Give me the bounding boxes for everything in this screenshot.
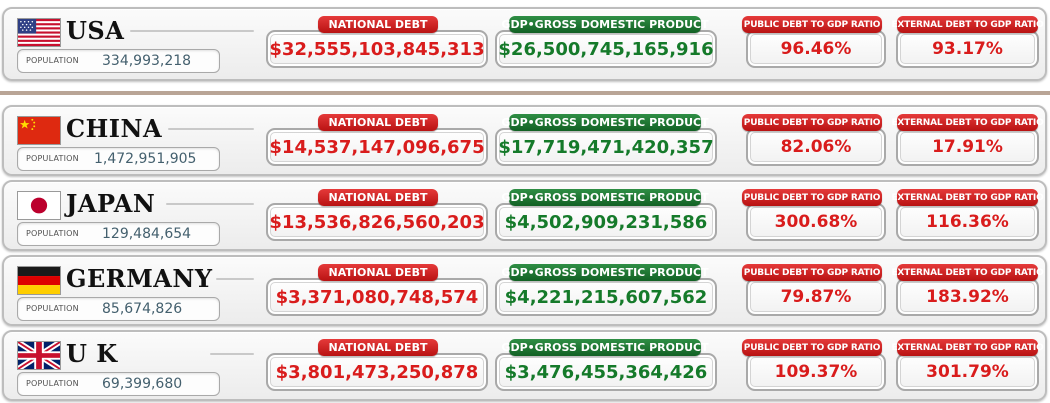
national-debt-tag: NATIONAL DEBT [318, 16, 438, 33]
public-ratio-tag: PUBLIC DEBT TO GDP RATIO [742, 16, 882, 33]
external-ratio-value: 93.17% [896, 30, 1039, 68]
country-row-japan: JAPAN POPULATION 129,484,654 NATIONAL DE… [2, 180, 1047, 251]
population-value: 85,674,826 [102, 301, 183, 317]
gdp-value: $4,221,215,607,562 [495, 278, 717, 316]
country-row-usa: USA POPULATION 334,993,218 NATIONAL DEBT… [2, 7, 1047, 81]
gdp-value: $4,502,909,231,586 [495, 203, 717, 241]
population-value: 334,993,218 [102, 53, 192, 69]
public-ratio-value: 109.37% [746, 353, 886, 391]
national-debt-value: $13,536,826,560,203 [266, 203, 488, 241]
external-ratio-value: 17.91% [896, 128, 1039, 166]
title-line [168, 128, 254, 130]
population-label: POPULATION [26, 154, 79, 163]
public-ratio-tag: PUBLIC DEBT TO GDP RATIO [742, 264, 882, 281]
country-name: JAPAN [66, 189, 156, 218]
public-ratio-tag: PUBLIC DEBT TO GDP RATIO [742, 114, 882, 131]
population-box: POPULATION 1,472,951,905 [17, 147, 220, 171]
national-debt-tag: NATIONAL DEBT [318, 189, 438, 206]
country-row-china: CHINA POPULATION 1,472,951,905 NATIONAL … [2, 105, 1047, 176]
public-ratio-value: 96.46% [746, 30, 886, 68]
gdp-value: $17,719,471,420,357 [495, 128, 717, 166]
national-debt-value: $32,555,103,845,313 [266, 30, 488, 68]
usa-flag-icon [17, 18, 61, 47]
country-name: CHINA [66, 114, 163, 143]
external-ratio-tag: EXTERNAL DEBT TO GDP RATIO [891, 189, 1044, 206]
japan-flag-icon [17, 191, 61, 220]
population-box: POPULATION 69,399,680 [17, 372, 220, 396]
country-row-germany: GERMANY POPULATION 85,674,826 NATIONAL D… [2, 255, 1047, 326]
gdp-tag: GDP•GROSS DOMESTIC PRODUCT [501, 16, 709, 33]
population-box: POPULATION 334,993,218 [17, 49, 220, 73]
title-line [216, 278, 254, 280]
gdp-tag: GDP•GROSS DOMESTIC PRODUCT [501, 189, 709, 206]
country-name: U K [66, 339, 118, 368]
external-ratio-tag: EXTERNAL DEBT TO GDP RATIO [891, 264, 1044, 281]
title-line [166, 203, 254, 205]
public-ratio-tag: PUBLIC DEBT TO GDP RATIO [742, 339, 882, 356]
population-value: 1,472,951,905 [94, 151, 197, 167]
gdp-value: $26,500,745,165,916 [495, 30, 717, 68]
national-debt-tag: NATIONAL DEBT [318, 264, 438, 281]
title-line [210, 353, 254, 355]
germany-flag-icon [17, 266, 61, 295]
population-box: POPULATION 129,484,654 [17, 222, 220, 246]
external-ratio-tag: EXTERNAL DEBT TO GDP RATIO [891, 16, 1044, 33]
national-debt-value: $14,537,147,096,675 [266, 128, 488, 166]
gdp-value: $3,476,455,364,426 [495, 353, 717, 391]
population-value: 129,484,654 [102, 226, 192, 242]
population-label: POPULATION [26, 379, 79, 388]
country-name: USA [66, 16, 125, 45]
external-ratio-value: 183.92% [896, 278, 1039, 316]
section-divider [0, 91, 1050, 95]
population-label: POPULATION [26, 56, 79, 65]
national-debt-tag: NATIONAL DEBT [318, 339, 438, 356]
population-value: 69,399,680 [102, 376, 183, 392]
population-label: POPULATION [26, 304, 79, 313]
external-ratio-tag: EXTERNAL DEBT TO GDP RATIO [891, 339, 1044, 356]
public-ratio-tag: PUBLIC DEBT TO GDP RATIO [742, 189, 882, 206]
population-box: POPULATION 85,674,826 [17, 297, 220, 321]
gdp-tag: GDP•GROSS DOMESTIC PRODUCT [501, 114, 709, 131]
external-ratio-value: 116.36% [896, 203, 1039, 241]
national-debt-tag: NATIONAL DEBT [318, 114, 438, 131]
external-ratio-value: 301.79% [896, 353, 1039, 391]
population-label: POPULATION [26, 229, 79, 238]
public-ratio-value: 79.87% [746, 278, 886, 316]
country-row-uk: U K POPULATION 69,399,680 NATIONAL DEBT … [2, 330, 1047, 401]
public-ratio-value: 300.68% [746, 203, 886, 241]
external-ratio-tag: EXTERNAL DEBT TO GDP RATIO [891, 114, 1044, 131]
gdp-tag: GDP•GROSS DOMESTIC PRODUCT [501, 339, 709, 356]
national-debt-value: $3,371,080,748,574 [266, 278, 488, 316]
china-flag-icon [17, 116, 61, 145]
country-name: GERMANY [66, 264, 213, 293]
uk-flag-icon [17, 341, 61, 370]
national-debt-value: $3,801,473,250,878 [266, 353, 488, 391]
public-ratio-value: 82.06% [746, 128, 886, 166]
title-line [130, 30, 254, 32]
gdp-tag: GDP•GROSS DOMESTIC PRODUCT [501, 264, 709, 281]
